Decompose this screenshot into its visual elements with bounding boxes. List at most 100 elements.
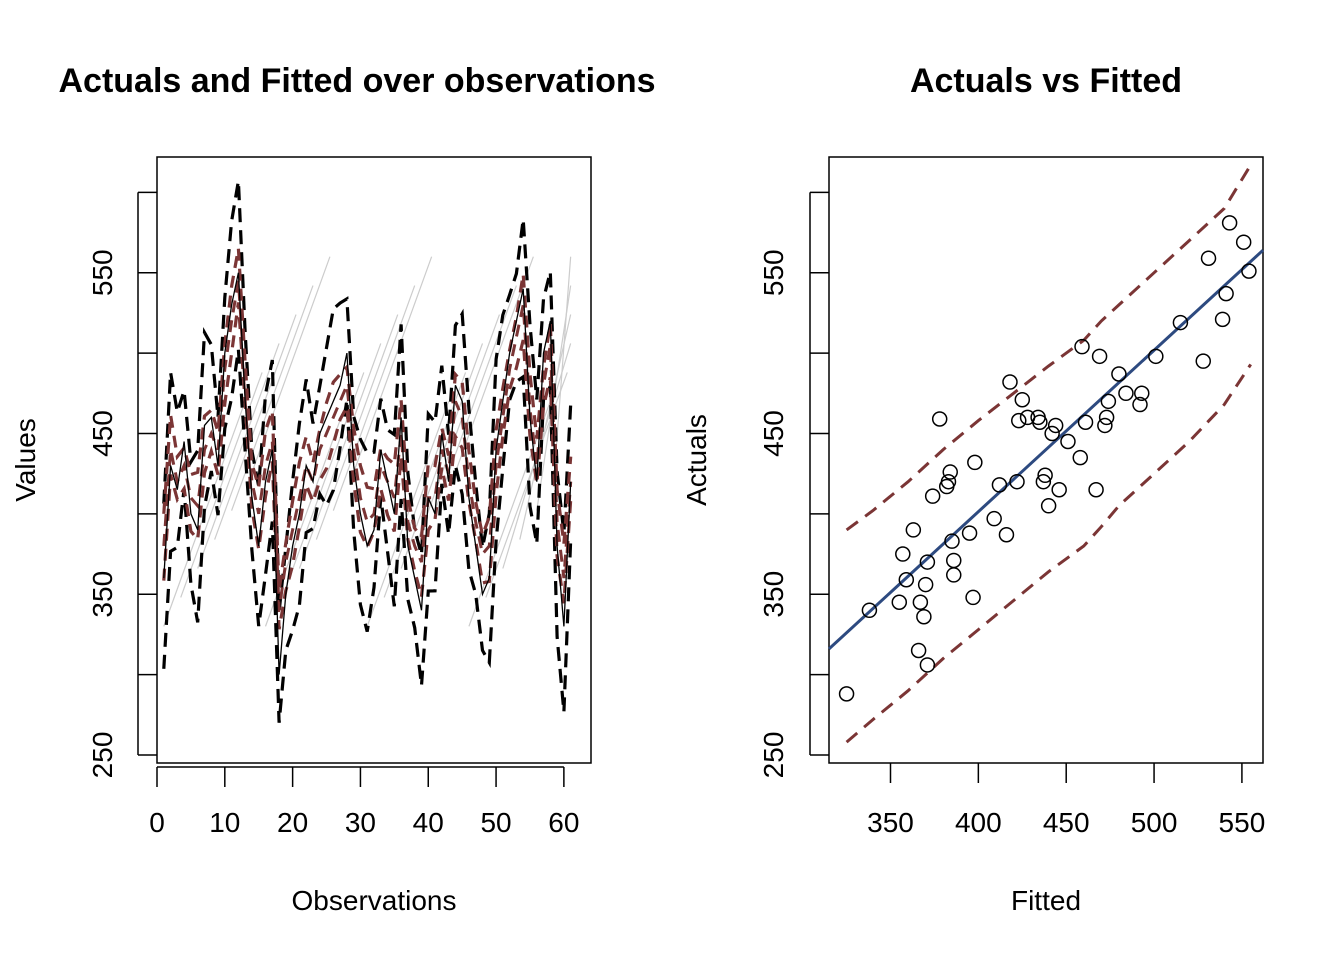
scatter-point [1235,234,1252,250]
scatter-point [1200,250,1217,267]
right-chart-title: Actuals vs Fitted [910,62,1182,100]
y-tick-label: 350 [87,571,118,618]
right-x-axis-label: Fitted [1011,885,1081,916]
scatter-point [1195,353,1212,369]
fitted-upper-line [162,248,573,591]
y-tick-label: 550 [87,249,118,296]
scatter-point [1148,348,1164,365]
scatter-point [1047,417,1064,434]
x-tick-label: 40 [413,807,444,838]
x-tick-label: 500 [1131,807,1178,838]
left-x-axis: 0 10 20 30 40 50 60 [149,766,579,838]
upper-interval-line [162,180,573,612]
fan-line [197,343,280,569]
x-tick-label: 30 [345,807,376,838]
scatter-point [967,454,983,471]
scatter-point [1111,366,1127,382]
fan-line [519,314,572,540]
scatter-point [1172,314,1189,331]
scatter-point [1221,215,1238,231]
x-tick-label: 400 [955,807,1002,838]
left-x-axis-label: Observations [292,885,457,916]
x-tick-label: 10 [209,807,240,838]
fit-line [827,249,1265,651]
right-points-group [838,215,1257,702]
scatter-point [898,572,915,588]
fan-line [332,285,416,511]
y-tick-label: 450 [758,410,789,457]
scatter-point [919,554,936,570]
y-tick-label: 450 [87,410,118,457]
scatter-point [905,522,922,538]
scatter-point [916,608,932,625]
scatter-point [1072,449,1089,466]
scatter-point [1014,391,1031,408]
fan-line [400,343,484,569]
x-tick-label: 550 [1219,807,1266,838]
right-fit-group [827,249,1265,651]
scatter-point [991,477,1008,493]
scatter-point [1051,481,1067,498]
scatter-point [1009,473,1025,490]
scatter-point [1011,412,1027,429]
scatter-point [965,589,981,606]
right-plot-frame [828,156,1264,764]
scatter-point [1044,425,1060,442]
fan-line [366,401,450,627]
scatter-point [946,567,962,583]
scatter-point [931,411,948,427]
left-fan-lines [163,256,572,627]
right-y-axis-label: Actuals [681,414,712,506]
scatter-point [1002,374,1018,390]
right-y-axis: 250 350 450 550 [758,191,829,779]
scatter-point [998,526,1015,543]
scatter-point [1218,285,1234,302]
y-tick-label: 250 [758,732,789,779]
upper-bound-line [845,164,1252,532]
scatter-point [924,488,941,504]
left-panel: Actuals and Fitted over observations 0 10… [10,40,713,916]
scatter-point [1214,311,1231,328]
x-tick-label: 50 [480,807,511,838]
scatter-point [910,642,927,659]
scatter-point [1040,498,1057,514]
fan-line [417,314,501,540]
scatter-point [1060,433,1076,450]
x-tick-label: 450 [1043,807,1090,838]
scatter-point [861,602,878,619]
scatter-point [895,546,911,562]
scatter-point [1134,385,1150,402]
left-y-axis-label: Values [10,418,41,502]
y-tick-label: 350 [758,571,789,618]
y-tick-label: 250 [87,732,118,779]
scatter-point [1100,393,1117,410]
right-panel: Actuals vs Fitted 350 400 450 500 550 250 350… [681,62,1265,916]
scatter-point [944,533,960,549]
scatter-point [1088,481,1104,498]
fan-line [214,314,297,540]
x-tick-label: 60 [548,807,579,838]
scatter-point [961,525,978,541]
scatter-point [1074,338,1090,355]
scatter-point [1032,414,1048,430]
left-chart-title: Actuals and Fitted over observations [58,62,655,100]
y-tick-label: 550 [758,249,789,296]
scatter-point [1077,414,1094,430]
scatter-point [838,686,855,702]
left-title-clip [673,40,713,110]
lower-interval-line [162,349,573,723]
scatter-point [1118,385,1134,402]
scatter-point [912,594,929,611]
fan-line [468,401,551,627]
scatter-point [1241,263,1257,279]
right-x-axis: 350 400 450 500 550 [867,763,1265,838]
x-tick-label: 20 [277,807,308,838]
scatter-point [1035,473,1052,490]
scatter-point [1091,348,1108,365]
scatter-point [919,657,936,673]
scatter-point [1097,417,1113,434]
lower-bound-line [845,363,1252,744]
scatter-point [1098,409,1115,426]
scatter-point [1132,396,1148,413]
